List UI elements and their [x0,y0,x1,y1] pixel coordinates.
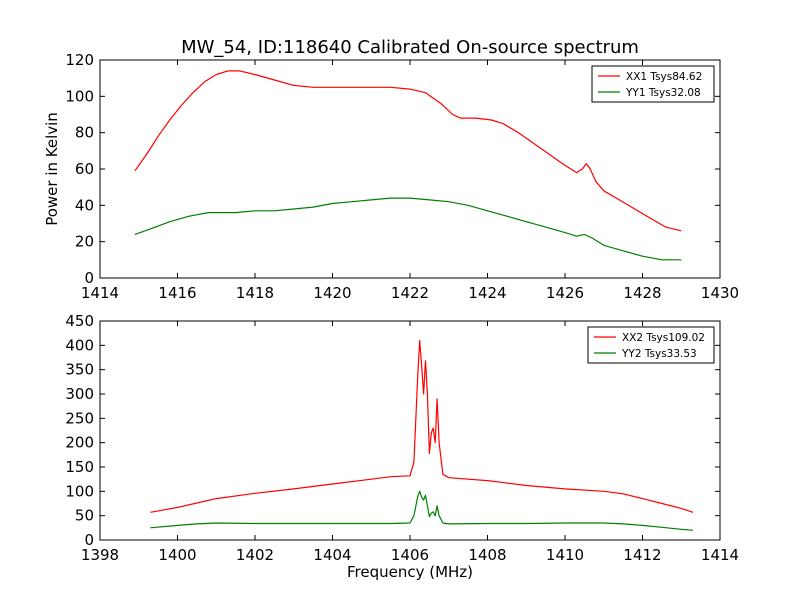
x-tick-label: 1420 [313,284,351,302]
legend-box [587,326,715,364]
y-tick-label: 20 [75,233,94,251]
x-tick-label: 1416 [158,284,196,302]
top-spectrum-panel: 1414 1416 1418 1420 1422 1424 1426 1428 1430 0 20 4… [65,51,739,302]
x-tick-label: 1422 [391,284,429,302]
bottom-spectrum-panel: 1398 1400 1402 1404 1406 1408 1410 1412 1414 0 50 1… [65,312,739,564]
y-tick-label: 40 [75,196,94,214]
y-tick-label: 200 [65,434,94,452]
legend-entry-label: XX1 Tsys84.62 [626,71,702,83]
x-tick-label: 1414 [81,284,119,302]
x-tick-label: 1418 [236,284,274,302]
y-tick-label: 60 [75,160,94,178]
x-tick-label: 1408 [468,546,506,564]
legend: XX2 Tsys109.02 YY2 Tsys33.53 [587,326,715,364]
legend-entry-label: XX2 Tsys109.02 [622,332,705,344]
y-tick-label: 150 [65,458,94,476]
x-tick-label: 1426 [546,284,584,302]
y-tick-label: 100 [65,87,94,105]
legend: XX1 Tsys84.62 YY1 Tsys32.08 [591,65,715,103]
x-tick-label: 1428 [623,284,661,302]
y-tick-label: 0 [84,531,94,549]
y-tick-label: 80 [75,124,94,142]
figure-title: MW_54, ID:118640 Calibrated On-source sp… [181,37,639,58]
series-line-yy [150,490,693,531]
x-tick-label: 1404 [313,546,351,564]
x-tick-label: 1402 [236,546,274,564]
legend-entry-label: YY1 Tsys32.08 [625,87,701,99]
y-tick-label: 300 [65,385,94,403]
legend-entry-label: YY2 Tsys33.53 [621,348,697,360]
series-line-xx [134,70,682,232]
x-tick-label: 1400 [158,546,196,564]
y-tick-label: 400 [65,336,94,354]
y-tick-label: 120 [65,51,94,69]
y-tick-label: 50 [75,507,94,525]
x-tick-label: 1398 [81,546,119,564]
x-tick-label: 1430 [701,284,739,302]
x-tick-label: 1412 [623,546,661,564]
y-tick-label: 450 [65,312,94,330]
series-line-xx [150,339,694,513]
x-tick-label: 1406 [391,546,429,564]
legend-box [591,65,715,103]
x-tick-label: 1410 [546,546,584,564]
y-tick-label: 0 [84,269,94,287]
y-tick-label: 350 [65,361,94,379]
y-tick-label: 250 [65,409,94,427]
x-tick-label: 1424 [468,284,506,302]
x-axis-label: Frequency (MHz) [347,563,473,581]
x-tick-label: 1414 [701,546,739,564]
series-line-yy [134,197,682,261]
y-tick-label: 100 [65,482,94,500]
y-axis-label: Power in Kelvin [43,112,61,226]
